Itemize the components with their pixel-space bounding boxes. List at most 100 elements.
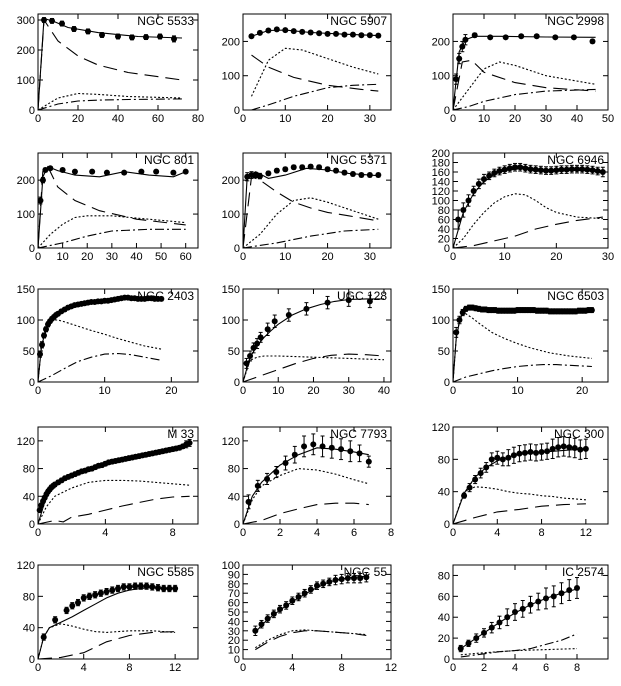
data-point bbox=[316, 30, 323, 37]
data-point bbox=[157, 33, 163, 40]
data-point bbox=[470, 188, 477, 194]
curve-dotted bbox=[453, 486, 586, 524]
data-point bbox=[256, 173, 263, 180]
y-tick-label: 0 bbox=[444, 105, 450, 117]
data-point bbox=[271, 318, 278, 325]
data-point bbox=[80, 594, 87, 601]
panel-1: 0 10 20 30 0 100 200 NGC 5907 bbox=[222, 13, 392, 125]
panel-title: M 33 bbox=[167, 427, 194, 441]
data-point bbox=[568, 166, 575, 173]
y-tick-label: 20 bbox=[438, 633, 450, 645]
data-point bbox=[137, 583, 144, 590]
panel-title: NGC 6503 bbox=[547, 289, 604, 303]
data-point bbox=[49, 17, 55, 24]
curve-solid bbox=[453, 35, 596, 110]
panel-7: 0 10 20 30 40 0 50 100 150 UGC 128 bbox=[222, 284, 392, 397]
y-tick-label: 60 bbox=[228, 598, 240, 610]
x-tick-label: 50 bbox=[602, 113, 614, 125]
data-point bbox=[553, 167, 560, 174]
curve-dotted bbox=[243, 355, 385, 382]
curve-solid bbox=[38, 445, 190, 524]
curve-dotted bbox=[255, 629, 367, 649]
x-tick-label: 0 bbox=[240, 251, 246, 263]
x-tick-label: 8 bbox=[574, 662, 580, 674]
x-tick-label: 10 bbox=[279, 113, 291, 125]
data-point bbox=[295, 593, 302, 600]
data-point bbox=[502, 34, 509, 41]
data-point bbox=[558, 166, 565, 173]
data-point bbox=[477, 470, 484, 477]
x-tick-label: 20 bbox=[576, 385, 588, 397]
curve-solid bbox=[453, 168, 603, 248]
data-point bbox=[505, 454, 512, 461]
y-tick-label: 40 bbox=[228, 616, 240, 628]
data-point bbox=[245, 498, 252, 505]
data-point bbox=[63, 607, 70, 614]
data-point bbox=[560, 443, 567, 450]
data-point bbox=[299, 164, 306, 171]
data-point bbox=[533, 449, 540, 456]
plot-frame bbox=[242, 426, 392, 525]
data-point bbox=[356, 450, 363, 457]
y-tick-label: 200 bbox=[222, 36, 240, 48]
data-point bbox=[289, 597, 296, 604]
data-point bbox=[257, 334, 264, 341]
x-tick-label: 20 bbox=[307, 385, 319, 397]
x-tick-label: 6 bbox=[543, 662, 549, 674]
data-point bbox=[328, 444, 335, 451]
data-point bbox=[570, 34, 577, 41]
curve-dotted bbox=[453, 61, 596, 110]
curve-longdash bbox=[453, 216, 603, 248]
data-point bbox=[256, 29, 263, 36]
curve-longdash bbox=[38, 495, 190, 524]
y-tick-label: 80 bbox=[438, 454, 450, 466]
data-point bbox=[37, 351, 43, 358]
data-point bbox=[326, 578, 333, 585]
panel-title: NGC 6946 bbox=[547, 153, 604, 167]
data-point bbox=[36, 507, 43, 514]
curve-longdash bbox=[453, 503, 586, 524]
data-point bbox=[103, 169, 110, 176]
data-point bbox=[172, 585, 179, 592]
data-point bbox=[471, 32, 478, 39]
data-point bbox=[71, 26, 77, 32]
y-tick-label: 0 bbox=[444, 654, 450, 666]
data-point bbox=[291, 451, 298, 458]
curve-dotted bbox=[38, 92, 183, 110]
data-point bbox=[363, 574, 370, 581]
data-point bbox=[461, 492, 468, 499]
y-tick-label: 0 bbox=[29, 105, 35, 117]
data-point bbox=[273, 469, 280, 476]
data-point bbox=[550, 593, 557, 600]
data-point bbox=[264, 326, 271, 333]
data-point bbox=[366, 172, 373, 179]
data-point bbox=[456, 317, 463, 323]
x-tick-label: 0 bbox=[450, 385, 456, 397]
x-tick-label: 0 bbox=[35, 662, 41, 674]
data-point bbox=[247, 352, 254, 359]
y-tick-label: 80 bbox=[438, 205, 450, 217]
data-point bbox=[465, 640, 472, 647]
curve-dotted bbox=[453, 193, 603, 248]
y-tick-label: 50 bbox=[228, 607, 240, 619]
data-point bbox=[47, 165, 54, 172]
data-point bbox=[349, 171, 356, 178]
data-point bbox=[307, 29, 314, 36]
curve-longdash bbox=[251, 54, 379, 92]
data-point bbox=[75, 599, 81, 606]
plot-frame bbox=[37, 564, 199, 660]
data-point bbox=[344, 575, 351, 582]
data-point bbox=[299, 28, 306, 35]
x-tick-label: 10 bbox=[478, 113, 490, 125]
data-point bbox=[488, 456, 495, 463]
x-tick-label: 8 bbox=[170, 527, 176, 539]
data-point bbox=[314, 582, 320, 589]
y-tick-label: 200 bbox=[432, 148, 450, 160]
x-tick-label: 40 bbox=[378, 385, 390, 397]
curve-longdash bbox=[453, 59, 596, 110]
curve-longdash bbox=[243, 502, 369, 524]
data-point bbox=[59, 20, 65, 27]
y-tick-label: 40 bbox=[438, 612, 450, 624]
y-tick-label: 0 bbox=[29, 243, 35, 255]
